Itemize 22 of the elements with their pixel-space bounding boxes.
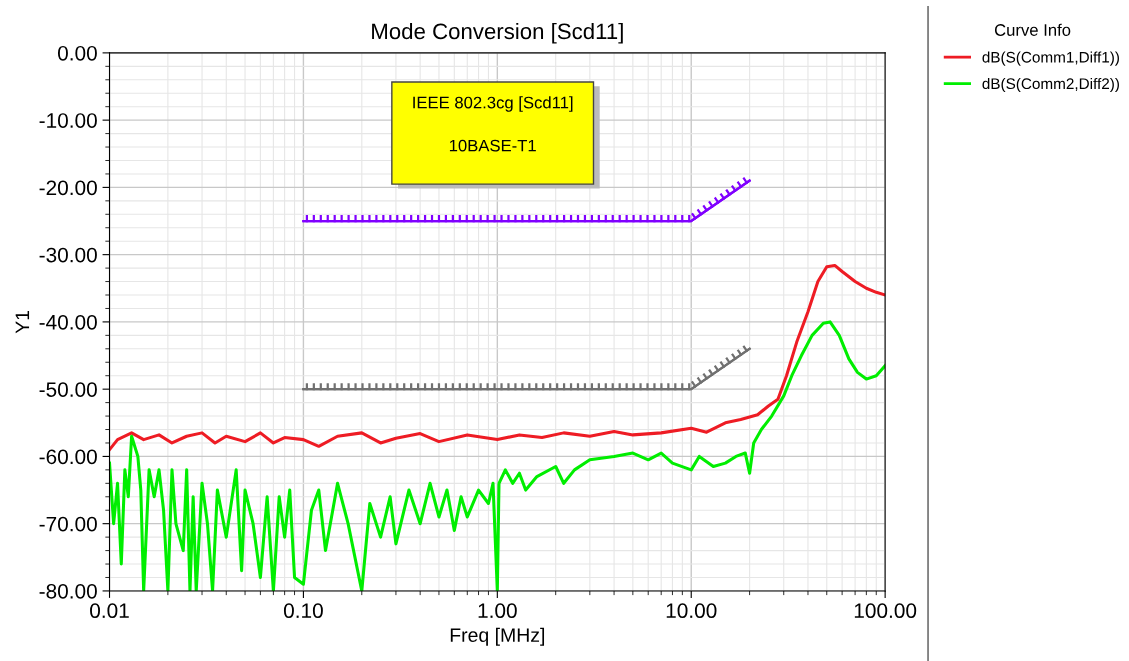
legend-title: Curve Info — [994, 23, 1071, 36]
annotation: IEEE 802.3cg [Scd11] — [413, 96, 573, 112]
legend-label: dB(S(Comm2,Diff2)) — [982, 77, 1119, 93]
x-tick-label: 10.00 — [666, 603, 717, 619]
y-tick-label: -50.00 — [39, 382, 97, 397]
y-tick-label: -20.00 — [39, 180, 97, 196]
x-tick-label: 1.00 — [478, 603, 517, 619]
x-tick-label: 0.01 — [90, 603, 129, 619]
annotation: 10BASE-T1 — [449, 139, 536, 152]
y-axis-title: Y1 — [15, 310, 30, 334]
y-tick-label: 0.00 — [57, 45, 97, 61]
x-tick-label: 100.00 — [854, 603, 917, 619]
y-tick-label: -70.00 — [39, 516, 97, 532]
y-tick-label: -40.00 — [39, 314, 97, 330]
y-tick-label: -60.00 — [39, 449, 97, 465]
y-tick-label: -30.00 — [39, 247, 97, 263]
x-axis-title: Freq [MHz] — [450, 627, 545, 646]
x-tick-label: 0.10 — [283, 603, 323, 619]
chart-title: Mode Conversion [Scd11] — [372, 22, 623, 44]
legend-label: dB(S(Comm1,Diff1)) — [982, 51, 1119, 66]
y-tick-label: -80.00 — [39, 583, 97, 599]
y-tick-label: -10.00 — [39, 113, 97, 128]
